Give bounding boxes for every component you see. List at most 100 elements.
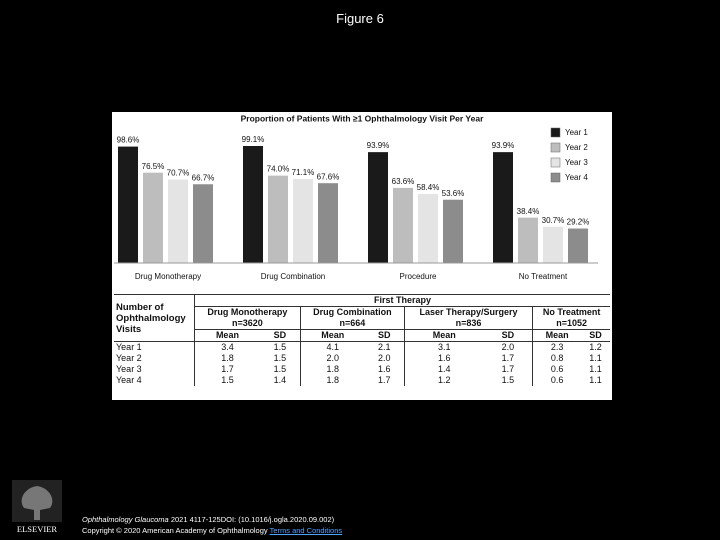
group-header: Drug Combination n=664 — [299, 306, 405, 330]
legend-swatch — [550, 142, 561, 153]
bar — [443, 199, 463, 263]
value-label: 67.6% — [317, 172, 340, 181]
group-name: Laser Therapy/Surgery — [419, 307, 518, 317]
cell: 1.7 — [501, 353, 515, 363]
data-table: Number of Ophthalmology Visits First Ther… — [114, 294, 610, 386]
value-label: 74.0% — [267, 165, 290, 174]
cell: 1.4 — [403, 364, 484, 375]
cell: 2.3 — [532, 341, 581, 353]
cell: 1.2 — [403, 375, 484, 386]
x-tick-label: No Treatment — [519, 272, 568, 281]
cell: 0.6 — [532, 375, 581, 386]
row-label: Year 4 — [116, 375, 142, 385]
value-label: 29.2% — [567, 218, 590, 227]
journal: Ophthalmology Glaucoma — [82, 515, 169, 524]
legend-label: Year 2 — [565, 143, 588, 152]
cell: 1.1 — [589, 375, 602, 385]
column-header: Mean — [299, 329, 365, 342]
bar — [268, 175, 288, 263]
column-header: SD — [483, 329, 533, 342]
cell: 1.1 — [589, 364, 602, 374]
value-label: 98.6% — [117, 136, 140, 145]
group-n: n=3620 — [232, 318, 263, 328]
bar — [418, 194, 438, 263]
column-header: SD — [259, 329, 301, 342]
legend-label: Year 4 — [565, 173, 588, 182]
x-tick-label: Drug Monotherapy — [135, 272, 201, 281]
data-row: Year 2 1.8 1.5 2.0 2.0 1.6 1.7 0.8 1.1 — [114, 353, 610, 364]
group-header: Drug Monotherapy n=3620 — [194, 306, 301, 330]
cell: 1.7 — [193, 364, 260, 375]
cell: 2.0 — [377, 353, 391, 363]
header-row: Number of Ophthalmology Visits First Ther… — [114, 294, 610, 342]
group-header: Laser Therapy/Surgery n=836 — [403, 306, 533, 330]
cell: 1.4 — [273, 375, 287, 385]
cell: 1.6 — [403, 353, 484, 364]
row-label: Year 2 — [116, 353, 142, 363]
value-label: 71.1% — [292, 168, 315, 177]
value-label: 38.4% — [517, 207, 540, 216]
group-name: Drug Monotherapy — [207, 307, 288, 317]
legend-label: Year 1 — [565, 128, 588, 137]
figure: Proportion of Patients With ≥1 Ophthalmo… — [112, 112, 612, 400]
cell: 1.5 — [273, 353, 287, 363]
data-row: Year 1 3.4 1.5 4.1 2.1 3.1 2.0 2.3 1.2 — [114, 341, 610, 353]
cell: 1.8 — [193, 353, 260, 364]
value-label: 76.5% — [142, 162, 165, 171]
page-title: Figure 6 — [336, 11, 384, 26]
column-header: Mean — [532, 329, 581, 342]
bar — [368, 152, 388, 263]
legend-swatch — [550, 172, 561, 183]
value-label: 93.9% — [492, 141, 515, 150]
column-header: Mean — [403, 329, 484, 342]
bar — [318, 183, 338, 263]
legend-swatch — [550, 127, 561, 138]
cell: 1.8 — [299, 375, 365, 386]
logo: ELSEVIER — [12, 480, 62, 534]
value-label: 99.1% — [242, 135, 265, 144]
cell: 3.4 — [193, 341, 260, 353]
chart: Proportion of Patients With ≥1 Ophthalmo… — [114, 113, 598, 281]
bar — [568, 228, 588, 263]
logo-text: ELSEVIER — [17, 524, 57, 534]
bar — [243, 146, 263, 263]
data-row: Year 3 1.7 1.5 1.8 1.6 1.4 1.7 0.6 1.1 — [114, 364, 610, 375]
chart-title: Proportion of Patients With ≥1 Ophthalmo… — [241, 113, 484, 123]
group-name: Drug Combination — [313, 307, 392, 317]
x-tick-label: Procedure — [400, 272, 437, 281]
cell: 1.1 — [589, 353, 602, 363]
cell: 2.0 — [299, 353, 365, 364]
group-n: n=836 — [455, 318, 482, 328]
citation: 2021 4117-125DOI: (10.1016/j.ogla.2020.0… — [170, 515, 335, 524]
value-label: 53.6% — [442, 189, 465, 198]
cell: 1.2 — [589, 342, 602, 352]
column-header: SD — [364, 329, 405, 342]
bar — [293, 179, 313, 263]
group-n: n=1052 — [556, 318, 587, 328]
bar — [143, 172, 163, 263]
cell: 1.7 — [501, 364, 515, 374]
terms-link[interactable]: Terms and Conditions — [269, 526, 343, 535]
cell: 1.7 — [377, 375, 391, 385]
bar — [393, 187, 413, 263]
cell: 3.1 — [403, 341, 484, 353]
legend-swatch — [550, 157, 561, 168]
cell: 1.8 — [299, 364, 365, 375]
column-header: SD — [580, 329, 610, 342]
cell: 1.5 — [273, 364, 287, 374]
value-label: 58.4% — [417, 183, 440, 192]
group-header: No Treatment n=1052 — [532, 306, 610, 330]
column-row: Mean SD Mean SD Mean SD Mean SD — [114, 329, 610, 342]
group-row: Drug Monotherapy n=3620 Drug Combination n=… — [114, 306, 610, 330]
cell: 1.5 — [193, 375, 260, 386]
row-label: Year 1 — [116, 342, 142, 352]
value-label: 70.7% — [167, 169, 190, 178]
group-title: First Therapy — [194, 294, 610, 307]
group-n: n=664 — [339, 318, 366, 328]
value-label: 30.7% — [542, 216, 565, 225]
cell: 1.5 — [501, 375, 515, 385]
x-tick-label: Drug Combination — [261, 272, 325, 281]
cell: 2.1 — [377, 342, 391, 352]
logo-tree — [21, 486, 53, 520]
